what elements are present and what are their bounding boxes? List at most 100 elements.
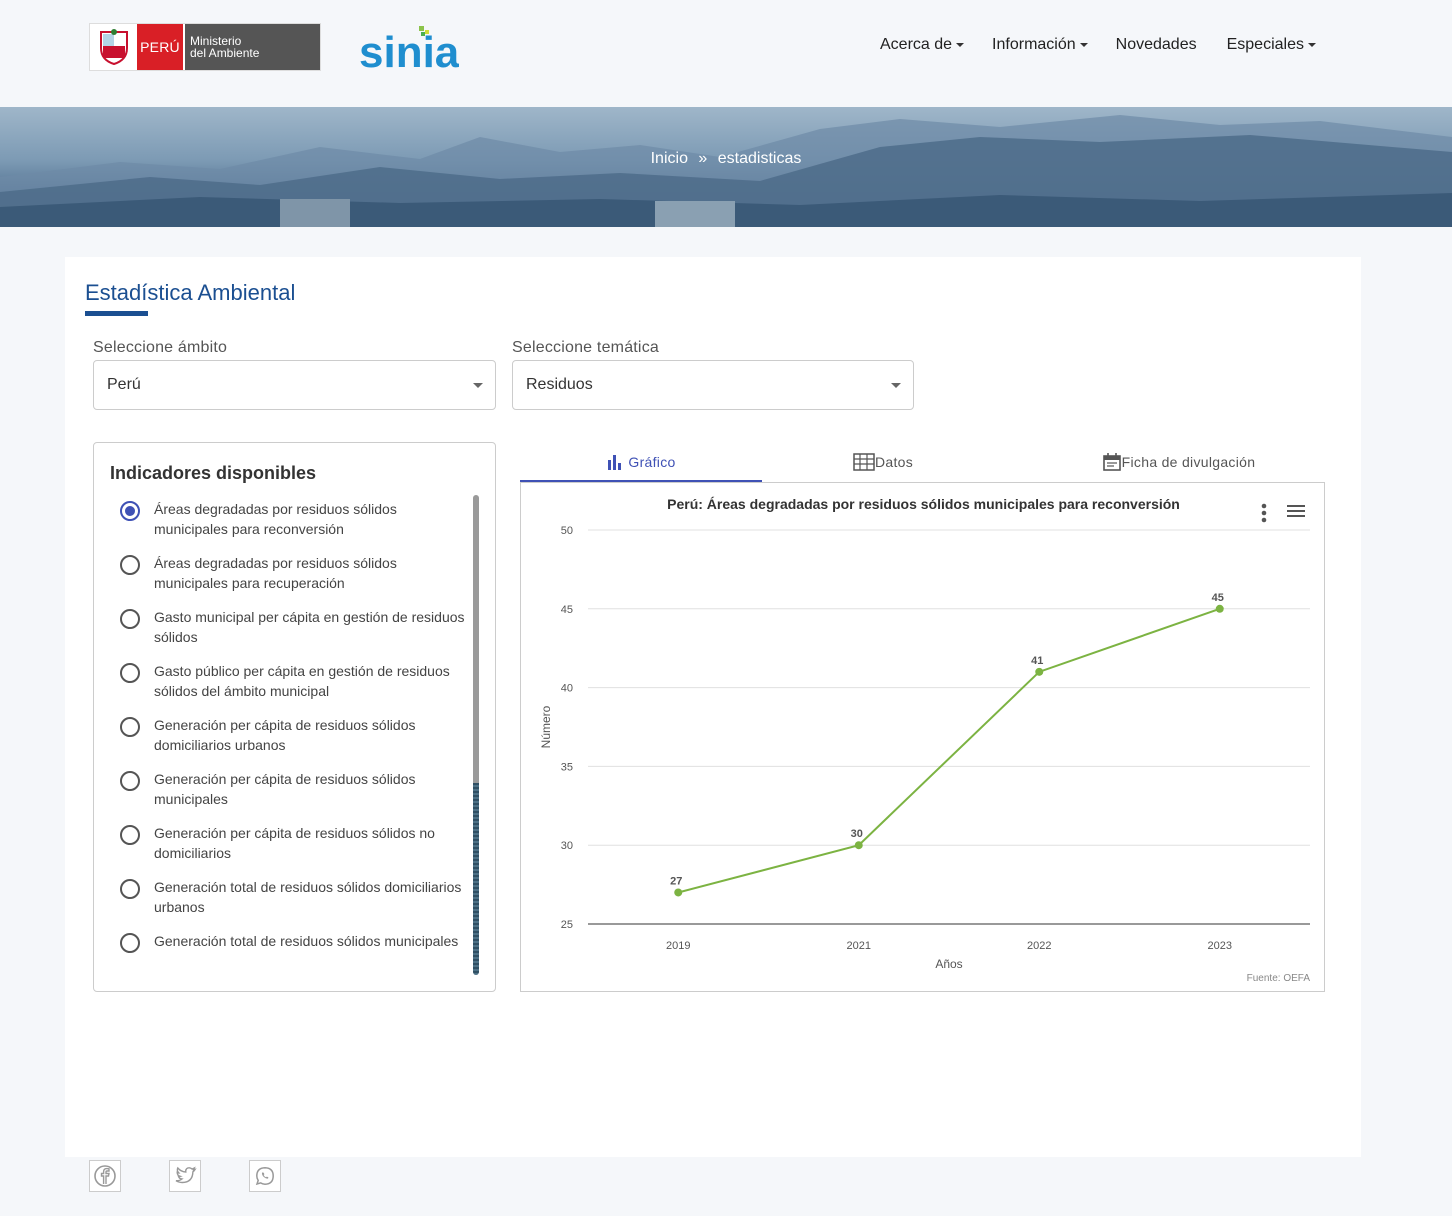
indicator-item[interactable]: Generación total de residuos sólidos dom… bbox=[94, 871, 474, 925]
title-underline bbox=[85, 311, 148, 316]
data-label: 45 bbox=[1212, 592, 1224, 604]
nav-informacion[interactable]: Información bbox=[992, 36, 1088, 54]
nav-label: Acerca de bbox=[880, 36, 953, 53]
radio-icon[interactable] bbox=[120, 825, 140, 845]
tematica-label: Seleccione temática bbox=[512, 339, 659, 356]
view-tabs: Gráfico Datos Ficha de divulgación bbox=[520, 442, 1325, 482]
chart-source: Fuente: OEFA bbox=[1246, 973, 1310, 984]
radio-icon[interactable] bbox=[120, 717, 140, 737]
radio-icon[interactable] bbox=[120, 771, 140, 791]
facebook-icon bbox=[94, 1165, 116, 1187]
twitter-icon bbox=[175, 1166, 197, 1184]
y-tick-label: 45 bbox=[561, 604, 573, 616]
ambito-value: Perú bbox=[107, 376, 141, 393]
nav-label: Información bbox=[992, 36, 1076, 53]
indicator-label: Gasto público per cápita en gestión de r… bbox=[154, 663, 450, 699]
sinia-logo[interactable]: sinia bbox=[359, 22, 460, 77]
indicator-item[interactable]: Generación per cápita de residuos sólido… bbox=[94, 763, 474, 817]
ambito-label: Seleccione ámbito bbox=[93, 339, 228, 356]
line-chart: 25 30 35 40 45 50 2019 2021 2022 2023 Años Número 27… bbox=[539, 525, 1310, 971]
nav-label: Novedades bbox=[1115, 36, 1197, 53]
y-tick-label: 25 bbox=[561, 919, 573, 931]
page-title: Estadística Ambiental bbox=[85, 280, 296, 305]
radio-icon[interactable] bbox=[120, 879, 140, 899]
nav-acerca-de[interactable]: Acerca de bbox=[880, 36, 965, 54]
indicators-list: Áreas degradadas por residuos sólidos mu… bbox=[94, 493, 474, 979]
calendar-icon bbox=[1102, 453, 1121, 471]
tab-grafico[interactable]: Gráfico bbox=[520, 442, 762, 482]
indicator-item[interactable]: Generación total de residuos sólidos mun… bbox=[94, 925, 474, 979]
whatsapp-share-button[interactable] bbox=[249, 1160, 281, 1192]
indicator-label: Generación per cápita de residuos sólido… bbox=[154, 771, 416, 807]
indicator-item[interactable]: Áreas degradadas por residuos sólidos mu… bbox=[94, 493, 474, 547]
ambito-select[interactable]: Perú bbox=[93, 360, 496, 410]
dropdown-arrow-icon bbox=[473, 383, 483, 388]
tematica-select[interactable]: Residuos bbox=[512, 360, 914, 410]
tab-label: Gráfico bbox=[628, 454, 676, 470]
indicator-item[interactable]: Gasto público per cápita en gestión de r… bbox=[94, 655, 474, 709]
indicator-item[interactable]: Generación per cápita de residuos sólido… bbox=[94, 817, 474, 871]
data-point bbox=[1035, 667, 1044, 676]
nav-especiales[interactable]: Especiales bbox=[1227, 36, 1316, 54]
indicator-item[interactable]: Gasto municipal per cápita en gestión de… bbox=[94, 601, 474, 655]
indicator-label: Gasto municipal per cápita en gestión de… bbox=[154, 609, 465, 645]
menu-icon[interactable] bbox=[1287, 504, 1305, 518]
radio-checked-icon[interactable] bbox=[120, 501, 140, 521]
peru-label: PERÚ bbox=[137, 24, 183, 70]
tab-ficha[interactable]: Ficha de divulgación bbox=[1032, 442, 1325, 482]
data-label: 27 bbox=[670, 875, 682, 887]
x-tick-label: 2019 bbox=[666, 940, 690, 952]
radio-icon[interactable] bbox=[120, 609, 140, 629]
radio-icon[interactable] bbox=[120, 933, 140, 953]
ministry-line-1: Ministerio bbox=[190, 34, 242, 48]
data-point bbox=[854, 841, 863, 850]
tab-datos[interactable]: Datos bbox=[762, 442, 1004, 482]
breadcrumb-separator: » bbox=[698, 150, 708, 167]
scrollbar-thumb-lower[interactable] bbox=[473, 783, 479, 975]
main-nav: Acerca de Información Novedades Especial… bbox=[880, 36, 1344, 54]
table-icon bbox=[853, 453, 875, 471]
caret-down-icon bbox=[1307, 43, 1316, 47]
scrollbar-thumb[interactable] bbox=[473, 495, 479, 785]
minam-logo[interactable]: PERÚ Ministerio del Ambiente bbox=[89, 23, 321, 71]
peru-shield-icon bbox=[90, 24, 137, 70]
nav-novedades[interactable]: Novedades bbox=[1116, 36, 1197, 54]
tematica-value: Residuos bbox=[526, 376, 593, 393]
indicators-panel: Indicadores disponibles Áreas degradadas… bbox=[93, 442, 496, 992]
tab-label: Ficha de divulgación bbox=[1121, 454, 1256, 470]
radio-icon[interactable] bbox=[120, 555, 140, 575]
indicator-label: Áreas degradadas por residuos sólidos mu… bbox=[154, 501, 397, 537]
caret-down-icon bbox=[956, 43, 965, 47]
facebook-share-button[interactable] bbox=[89, 1160, 121, 1192]
indicator-item[interactable]: Áreas degradadas por residuos sólidos mu… bbox=[94, 547, 474, 601]
sinia-logo-text: sinia bbox=[359, 28, 459, 72]
indicators-title: Indicadores disponibles bbox=[110, 463, 317, 483]
y-axis-title: Número bbox=[539, 705, 553, 748]
y-tick-label: 50 bbox=[561, 525, 573, 537]
twitter-share-button[interactable] bbox=[169, 1160, 201, 1192]
site-header: PERÚ Ministerio del Ambiente sinia Acerc… bbox=[0, 0, 1452, 107]
whatsapp-icon bbox=[255, 1167, 274, 1186]
nav-label: Especiales bbox=[1226, 36, 1304, 53]
main-card: Estadística Ambiental Seleccione ámbito … bbox=[65, 257, 1361, 1157]
dropdown-arrow-icon bbox=[891, 383, 901, 388]
y-tick-label: 35 bbox=[561, 761, 573, 773]
y-tick-label: 30 bbox=[561, 840, 573, 852]
mountains-illustration bbox=[0, 115, 1452, 227]
breadcrumb-home[interactable]: Inicio bbox=[650, 150, 688, 167]
more-vert-icon[interactable] bbox=[1259, 503, 1269, 523]
indicator-item[interactable]: Generación per cápita de residuos sólido… bbox=[94, 709, 474, 763]
series-line bbox=[677, 607, 1221, 894]
indicator-label: Áreas degradadas por residuos sólidos mu… bbox=[154, 555, 397, 591]
indicator-label: Generación total de residuos sólidos mun… bbox=[154, 933, 459, 949]
x-tick-label: 2023 bbox=[1208, 940, 1232, 952]
chart-panel: Perú: Áreas degradadas por residuos sóli… bbox=[520, 482, 1325, 992]
radio-icon[interactable] bbox=[120, 663, 140, 683]
y-tick-label: 40 bbox=[561, 683, 573, 695]
active-tab-indicator bbox=[520, 480, 762, 482]
breadcrumb: Inicio » estadisticas bbox=[0, 150, 1452, 168]
data-point bbox=[1215, 604, 1224, 613]
data-point bbox=[674, 888, 683, 897]
indicator-label: Generación per cápita de residuos sólido… bbox=[154, 825, 435, 861]
caret-down-icon bbox=[1079, 43, 1088, 47]
